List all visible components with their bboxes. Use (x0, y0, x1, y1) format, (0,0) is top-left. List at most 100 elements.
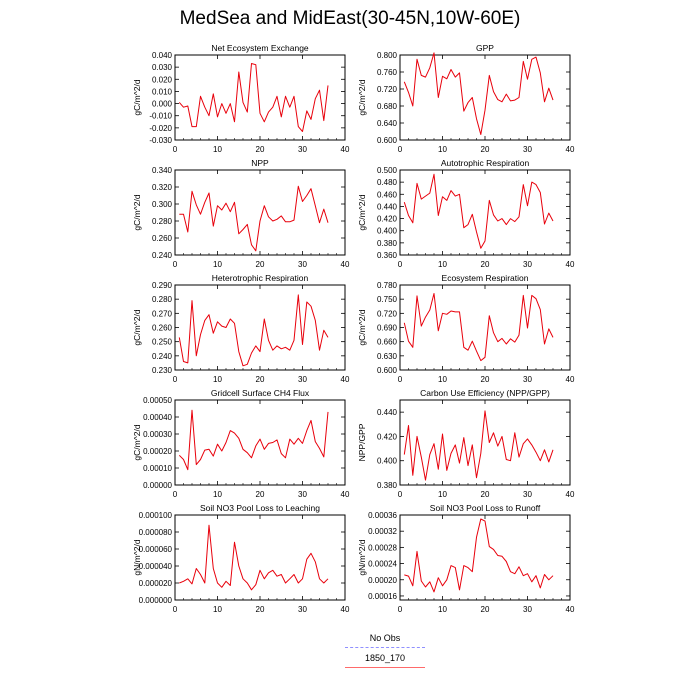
y-tick-label: -0.020 (149, 124, 172, 133)
y-tick-label: 0.280 (152, 295, 173, 304)
x-tick-label: 10 (438, 605, 447, 614)
panel-4: Autotrophic Respiration 0 10 20 30 40 0.360 0.3… (357, 158, 575, 269)
x-tick-label: 10 (213, 375, 222, 384)
panel-title: Carbon Use Efficiency (NPP/GPP) (420, 388, 550, 398)
legend: No Obs 1850_170 (300, 632, 470, 672)
y-tick-label: 0.750 (377, 295, 398, 304)
series-line (403, 410, 554, 481)
y-tick-label: 0.250 (152, 338, 173, 347)
x-tick-label: 40 (341, 605, 350, 614)
x-tick-label: 20 (256, 145, 265, 154)
plot-frame (174, 169, 346, 256)
y-axis-label: gN/m^2/d (357, 539, 367, 575)
y-tick-label: 0.400 (377, 457, 398, 466)
y-tick-label: 0.320 (152, 183, 173, 192)
y-tick-label: 0.630 (377, 352, 398, 361)
y-tick-label: 0.000100 (139, 511, 173, 520)
panel-title: Ecosystem Respiration (442, 273, 529, 283)
y-tick-label: 0.260 (152, 324, 173, 333)
y-tick-label: 0.660 (377, 338, 398, 347)
y-tick-label: 0.00000 (143, 481, 172, 490)
series-line (179, 185, 329, 252)
panel-3: NPP 0 10 20 30 40 0.240 0.260 0.280 0.300 0.320 0.3… (132, 158, 350, 269)
x-tick-label: 30 (298, 260, 307, 269)
y-tick-label: 0.720 (377, 85, 398, 94)
panel-title: NPP (251, 158, 269, 168)
x-tick-label: 40 (341, 375, 350, 384)
y-axis-label: gC/m^2/d (132, 424, 142, 460)
panel-2: GPP 0 10 20 30 40 0.600 0.640 0.680 0.720 0.760 0.8… (357, 43, 575, 154)
y-tick-label: 0.640 (377, 119, 398, 128)
x-tick-label: 40 (566, 605, 575, 614)
x-tick-label: 40 (566, 145, 575, 154)
y-axis-label: gC/m^2/d (357, 79, 367, 115)
x-tick-label: 0 (173, 605, 178, 614)
x-tick-label: 0 (398, 490, 403, 499)
x-tick-label: 40 (566, 490, 575, 499)
figure-title: MedSea and MidEast(30-45N,10W-60E) (179, 8, 521, 29)
y-axis-label: gN/m^2/d (132, 539, 142, 575)
y-tick-label: 0.600 (377, 366, 398, 375)
plot-frame (174, 284, 346, 371)
series-line (403, 293, 554, 362)
x-tick-label: 40 (566, 260, 575, 269)
series-line (178, 294, 329, 367)
panel-title: GPP (476, 43, 494, 53)
x-tick-label: 40 (341, 490, 350, 499)
panel-9: Soil NO3 Pool Loss to Leaching 0 10 20 30 40 0… (132, 503, 350, 614)
x-tick-label: 20 (256, 605, 265, 614)
y-tick-label: -0.010 (149, 112, 172, 121)
x-tick-label: 0 (398, 375, 403, 384)
panel-title: Heterotrophic Respiration (212, 273, 309, 283)
x-tick-label: 40 (341, 260, 350, 269)
y-tick-label: 0.00030 (143, 430, 172, 439)
y-tick-label: 0.270 (152, 309, 173, 318)
series-line (403, 173, 554, 249)
y-tick-label: 0.420 (377, 215, 398, 224)
x-tick-label: 10 (438, 260, 447, 269)
x-tick-label: 40 (341, 145, 350, 154)
y-tick-label: 0.000040 (139, 562, 173, 571)
x-tick-label: 30 (298, 605, 307, 614)
y-tick-label: 0.00032 (368, 527, 397, 536)
panel-title: Soil NO3 Pool Loss to Runoff (430, 503, 541, 513)
x-tick-label: 20 (481, 260, 490, 269)
y-axis-label: gC/m^2/d (357, 309, 367, 345)
y-tick-label: 0.360 (377, 251, 398, 260)
x-tick-label: 20 (481, 605, 490, 614)
y-tick-label: 0.240 (152, 251, 173, 260)
panel-title: Net Ecosystem Exchange (211, 43, 309, 53)
panel-title: Gridcell Surface CH4 Flux (211, 388, 310, 398)
y-axis-label: NPP/GPP (357, 423, 367, 461)
legend-label-no-obs: No Obs (369, 633, 401, 643)
y-tick-label: 0.00020 (368, 576, 397, 585)
y-tick-label: 0.280 (152, 217, 173, 226)
x-tick-label: 20 (481, 145, 490, 154)
y-tick-label: 0.380 (377, 239, 398, 248)
y-tick-label: 0.00020 (143, 447, 172, 456)
x-tick-label: 0 (173, 375, 178, 384)
x-tick-label: 0 (398, 260, 403, 269)
y-tick-label: 0.380 (377, 481, 398, 490)
x-tick-label: 10 (213, 260, 222, 269)
series-line (403, 52, 554, 135)
plot-frame (174, 399, 346, 486)
y-tick-label: 0.00016 (368, 592, 397, 601)
x-tick-label: 30 (523, 605, 532, 614)
x-tick-label: 10 (438, 145, 447, 154)
y-tick-label: 0.690 (377, 324, 398, 333)
y-tick-label: 0.680 (377, 102, 398, 111)
x-tick-label: 0 (173, 490, 178, 499)
series-line (178, 409, 329, 471)
x-tick-label: 30 (523, 260, 532, 269)
x-tick-label: 30 (298, 490, 307, 499)
y-tick-label: 0.00040 (143, 413, 172, 422)
series-line (404, 518, 554, 593)
plot-frame (174, 514, 346, 601)
y-tick-label: 0.240 (152, 352, 173, 361)
y-axis-label: gC/m^2/d (132, 79, 142, 115)
x-tick-label: 0 (173, 145, 178, 154)
y-tick-label: 0.040 (152, 51, 173, 60)
plot-frame (399, 169, 571, 256)
